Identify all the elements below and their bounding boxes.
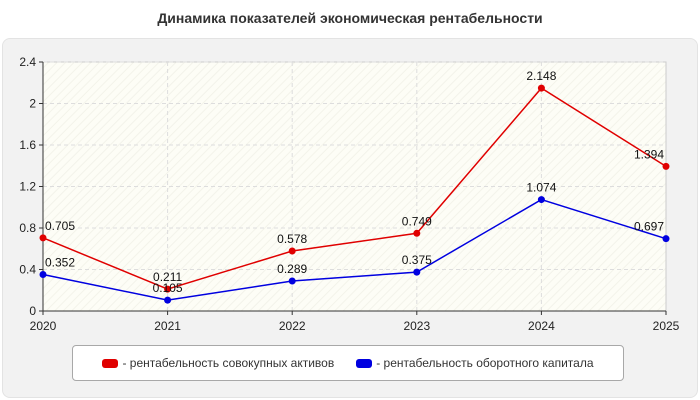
series-line-1 — [42, 198, 667, 301]
data-label: 0.352 — [45, 255, 75, 269]
data-point[interactable] — [662, 162, 670, 170]
data-label: 0.375 — [402, 253, 432, 267]
y-tick-label: 0.4 — [19, 263, 36, 277]
data-label: 0.105 — [153, 281, 183, 295]
legend-label-assets: - рентабельность совокупных активов — [122, 356, 335, 370]
y-tick-label: 0 — [29, 304, 36, 318]
data-point[interactable] — [39, 234, 47, 242]
data-point[interactable] — [537, 196, 545, 204]
y-tick-label: 2 — [29, 97, 36, 111]
data-point[interactable] — [662, 235, 670, 243]
tick-labels: 0 0.4 0.8 1.2 1.6 2 2.4 2020 2021 2022 2023 2024 202… — [19, 55, 679, 333]
x-tick-label: 2020 — [30, 319, 57, 333]
data-point[interactable] — [164, 296, 172, 304]
x-tick-label: 2024 — [528, 319, 555, 333]
legend: - рентабельность совокупных активов - ре… — [72, 345, 624, 381]
data-label: 0.705 — [45, 219, 75, 233]
data-label: 0.289 — [277, 262, 307, 276]
y-tick-label: 1.2 — [19, 180, 36, 194]
data-point[interactable] — [537, 84, 545, 92]
data-label: 2.148 — [526, 69, 556, 83]
data-point[interactable] — [288, 277, 296, 285]
chart-title: Динамика показателей экономическая рента… — [157, 10, 543, 26]
data-label: 1.394 — [634, 147, 664, 161]
y-tick-label: 2.4 — [19, 55, 36, 69]
legend-label-working-capital: - рентабельность оборотного капитала — [376, 356, 594, 370]
x-tick-label: 2023 — [403, 319, 430, 333]
data-point[interactable] — [413, 268, 421, 276]
y-tick-label: 1.6 — [19, 138, 36, 152]
data-label: 0.211 — [153, 270, 182, 284]
data-point[interactable] — [164, 285, 172, 293]
series-line-0 — [42, 87, 667, 290]
data-label: 1.074 — [526, 181, 556, 195]
x-tick-label: 2021 — [154, 319, 181, 333]
x-tick-label: 2022 — [279, 319, 306, 333]
data-point[interactable] — [413, 229, 421, 237]
legend-item-working-capital[interactable]: - рентабельность оборотного капитала — [356, 356, 594, 370]
grid-lines — [43, 61, 666, 311]
legend-swatch-working-capital — [356, 358, 373, 368]
legend-swatch-assets — [102, 358, 119, 368]
data-label: 0.697 — [634, 220, 664, 234]
series-layer: 0.705 0.211 0.578 0.749 2.148 1.394 0.352 0.105… — [39, 69, 670, 304]
x-tick-label: 2025 — [653, 319, 680, 333]
data-point[interactable] — [39, 270, 47, 278]
y-tick-label: 0.8 — [19, 221, 36, 235]
data-point[interactable] — [288, 247, 296, 255]
legend-item-assets[interactable]: - рентабельность совокупных активов — [102, 356, 334, 370]
data-label: 0.578 — [277, 232, 307, 246]
data-label: 0.749 — [402, 214, 432, 228]
